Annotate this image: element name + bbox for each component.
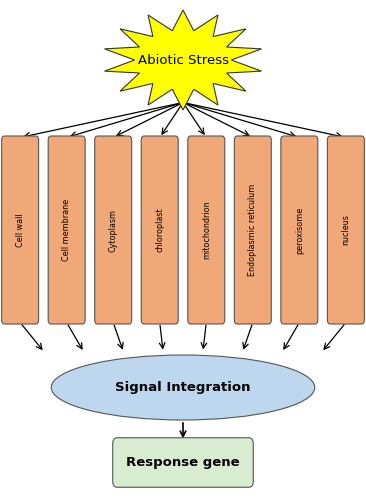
FancyBboxPatch shape — [281, 136, 318, 324]
Text: Response gene: Response gene — [126, 456, 240, 469]
FancyBboxPatch shape — [48, 136, 85, 324]
Text: Cell wall: Cell wall — [16, 213, 25, 247]
Polygon shape — [105, 10, 261, 110]
Text: Cell membrane: Cell membrane — [62, 199, 71, 261]
FancyBboxPatch shape — [1, 136, 39, 324]
FancyBboxPatch shape — [234, 136, 271, 324]
Text: Cytoplasm: Cytoplasm — [109, 208, 118, 252]
Ellipse shape — [51, 355, 315, 420]
FancyBboxPatch shape — [188, 136, 225, 324]
FancyBboxPatch shape — [113, 438, 253, 487]
Text: Endoplasmic reticulum: Endoplasmic reticulum — [248, 184, 257, 276]
Text: nucleus: nucleus — [341, 214, 350, 246]
Text: Abiotic Stress: Abiotic Stress — [138, 54, 228, 66]
Text: peroxisome: peroxisome — [295, 206, 304, 254]
FancyBboxPatch shape — [141, 136, 178, 324]
Text: chloroplast: chloroplast — [155, 208, 164, 252]
Text: mitochondrion: mitochondrion — [202, 200, 211, 260]
FancyBboxPatch shape — [95, 136, 132, 324]
Text: Signal Integration: Signal Integration — [115, 381, 251, 394]
FancyBboxPatch shape — [327, 136, 365, 324]
